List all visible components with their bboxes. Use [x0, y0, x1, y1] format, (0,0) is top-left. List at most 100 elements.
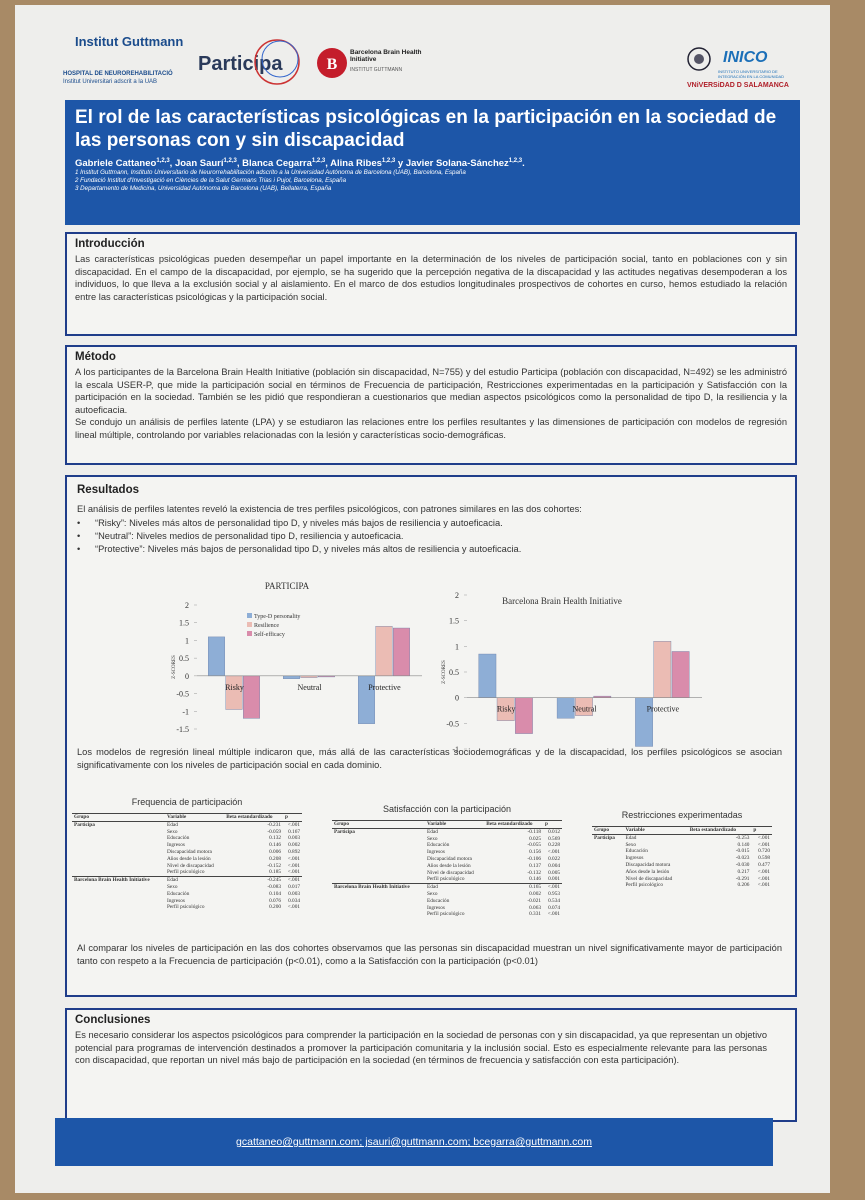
y-tick-label: 1.5 — [179, 619, 189, 628]
regression-table: Frequencia de participación Grupo Variable… — [72, 797, 302, 911]
table-row: Ingresos 0.146 0.002 — [72, 842, 302, 849]
column-header: Beta estandardizado — [687, 826, 752, 835]
paragraph: Se condujo un análisis de perfiles laten… — [75, 417, 787, 440]
cell — [332, 905, 425, 912]
table-row: Educación 0.132 0.003 — [72, 835, 302, 842]
cell — [332, 856, 425, 863]
bullet-text: “Risky”: Niveles más altos de personalid… — [95, 518, 503, 528]
cell: Perfil psicológico — [426, 911, 465, 918]
header-row: Grupo Variable Beta estandardizado p — [592, 826, 772, 835]
cell: Educación — [426, 897, 450, 904]
table-title: Frequencia de participación — [131, 797, 243, 807]
table: Grupo Variable Beta estandardizado p Partici… — [592, 826, 772, 889]
cell: Años desde la lesión — [166, 855, 211, 862]
legend-label: Self-efficacy — [254, 631, 285, 638]
column-header: p — [543, 820, 562, 829]
logo-guttmann: Institut Guttmann — [75, 34, 184, 49]
logo-participa: Participa — [198, 53, 283, 75]
cell — [332, 891, 425, 898]
cell: <.001 — [287, 821, 300, 828]
cell: Educación — [426, 842, 450, 849]
cell: Discapacidad motora — [166, 848, 212, 855]
y-tick-label: 0.5 — [179, 654, 189, 663]
cell — [72, 904, 165, 911]
cell: -0.253 — [735, 834, 750, 841]
cell — [332, 911, 425, 918]
cell: Ingresos — [166, 842, 185, 849]
category-label: Protective — [647, 705, 680, 714]
cell: 0.005 — [548, 869, 560, 876]
poster-title: El rol de las características psicológic… — [75, 107, 777, 151]
cell: Perfil psicológico — [166, 869, 205, 876]
cell: -0.055 — [527, 842, 541, 849]
column-header: Variable — [623, 826, 688, 835]
column-header: p — [283, 813, 302, 822]
category-label: Neutral — [298, 683, 323, 692]
cell: Perfil psicológico — [166, 904, 205, 911]
cell: <.001 — [757, 882, 770, 889]
cell — [72, 829, 165, 836]
paragraph: Los modelos de regresión lineal múltiple… — [77, 747, 782, 770]
group-name: Barcelona Brain Health Initiative — [72, 876, 165, 884]
cell: -0.291 — [735, 875, 750, 882]
table-row: Sexo 0.002 0.953 — [332, 891, 562, 898]
cell: 0.200 — [269, 904, 281, 911]
logo-inico: INICO — [723, 49, 768, 66]
cell: <.001 — [287, 862, 300, 869]
cell — [332, 898, 425, 905]
cell: <.001 — [757, 868, 770, 875]
cell: 0.063 — [529, 904, 541, 911]
cell — [72, 898, 165, 905]
table-row: Ingresos 0.156 <.001 — [332, 849, 562, 856]
cell — [592, 869, 623, 876]
y-axis-label: Z-SCORES — [442, 660, 447, 684]
cell: <.001 — [547, 849, 560, 856]
table: Grupo Variable Beta estandardizado p Partici… — [72, 813, 302, 911]
table-row: Barcelona Brain Health Initiative Edad -0.… — [72, 876, 302, 884]
cell: Sexo — [166, 828, 178, 835]
cell: -0.059 — [267, 828, 281, 835]
paragraph: Al comparar los niveles de participación… — [77, 943, 782, 966]
section-heading: Método — [75, 351, 116, 363]
chart-title: Barcelona Brain Health Initiative — [502, 596, 622, 606]
y-tick-label: -0.5 — [446, 719, 459, 728]
cell — [332, 870, 425, 877]
cell: 0.002 — [529, 890, 541, 897]
author-affiliation: 1,2,3 — [311, 158, 326, 164]
cell: Nivel de discapacidad — [625, 875, 673, 882]
table-row: Participa Edad -0.231 <.001 — [72, 821, 302, 828]
y-tick-label: -0.5 — [176, 690, 189, 699]
cell — [332, 876, 425, 883]
cell: <.001 — [547, 911, 560, 918]
cell: <.001 — [757, 841, 770, 848]
table-row: Perfil psicológico 0.331 <.001 — [332, 911, 562, 918]
table-row: Ingresos 0.063 0.074 — [332, 905, 562, 912]
column-header: Beta estandardizado — [484, 820, 543, 829]
affiliation: 1 Institut Guttmann, Instituto Universit… — [75, 169, 466, 177]
cell: <.001 — [757, 875, 770, 882]
bullet-dot: • — [77, 531, 81, 541]
cell: 0.132 — [269, 835, 281, 842]
table-row: Perfil psicológico 0.200 <.001 — [72, 904, 302, 911]
intro-section: Introducción Las características psicoló… — [65, 232, 797, 336]
cell — [332, 863, 425, 870]
table-row: Participa Edad -0.118 0.012 — [332, 828, 562, 835]
logo-text: HOSPITAL DE NEUROREHABILITACIÓ — [63, 71, 173, 77]
cell: Sexo — [426, 835, 438, 842]
group-name: Barcelona Brain Health Initiative — [332, 883, 425, 891]
table-row: Años desde la lesión 0.217 <.001 — [592, 869, 772, 876]
bullet-item: • “Protective”: Niveles más bajos de pers… — [77, 543, 777, 556]
bullet-item: • “Risky”: Niveles más altos de personali… — [77, 517, 777, 530]
column-header: Grupo — [332, 820, 425, 829]
paragraph: A los participantes de la Barcelona Brai… — [75, 367, 787, 415]
cell — [592, 862, 623, 869]
method-section: Método A los participantes de la Barcelo… — [65, 345, 797, 465]
logo-bbhi: Barcelona Brain Health Initiative — [350, 49, 422, 63]
author-affiliation: 1,2,3 — [223, 158, 237, 164]
bar — [653, 640, 672, 698]
table-title: Restricciones experimentadas — [621, 810, 743, 820]
table-row: Años desde la lesión 0.137 0.004 — [332, 863, 562, 870]
cell: 0.208 — [269, 855, 281, 862]
cell: Nivel de discapacidad — [426, 869, 474, 876]
